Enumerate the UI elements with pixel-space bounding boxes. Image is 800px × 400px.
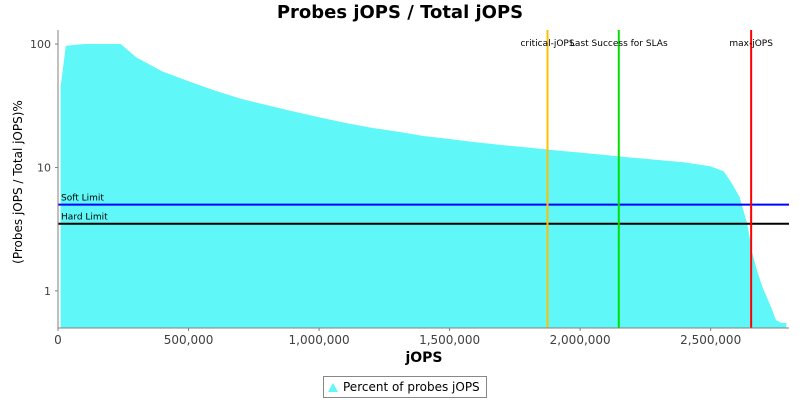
v-marker-label-0: critical-jOPS — [520, 39, 574, 49]
y-tick-label: 100 — [30, 38, 51, 51]
area-series-percent-probes — [60, 44, 787, 329]
y-axis-label: (Probes jOPS / Total jOPS)% — [11, 100, 25, 264]
x-tick-label: 2,500,000 — [680, 333, 741, 347]
h-marker-label-1: Hard Limit — [61, 213, 108, 223]
axes: 0 500,000 1,000,000 1,500,000 2,000,000 2,500… — [30, 30, 789, 347]
v-marker-label-2: max-jOPS — [729, 39, 773, 49]
h-marker-label-0: Soft Limit — [61, 194, 104, 204]
y-tick-label: 1 — [44, 285, 51, 298]
x-tick-label: 0 — [54, 333, 62, 347]
legend-label: Percent of probes jOPS — [343, 380, 480, 394]
x-tick-label: 1,000,000 — [289, 333, 350, 347]
legend: Percent of probes jOPS — [323, 376, 487, 398]
x-tick-label: 1,500,000 — [419, 333, 480, 347]
v-marker-label-1: Last Success for SLAs — [570, 39, 668, 49]
legend-swatch — [328, 382, 338, 392]
x-tick-label: 500,000 — [164, 333, 214, 347]
chart-title: Probes jOPS / Total jOPS — [276, 2, 524, 23]
x-tick-label: 2,000,000 — [550, 333, 611, 347]
x-axis-label: jOPS — [404, 350, 442, 366]
y-tick-label: 10 — [37, 161, 51, 174]
